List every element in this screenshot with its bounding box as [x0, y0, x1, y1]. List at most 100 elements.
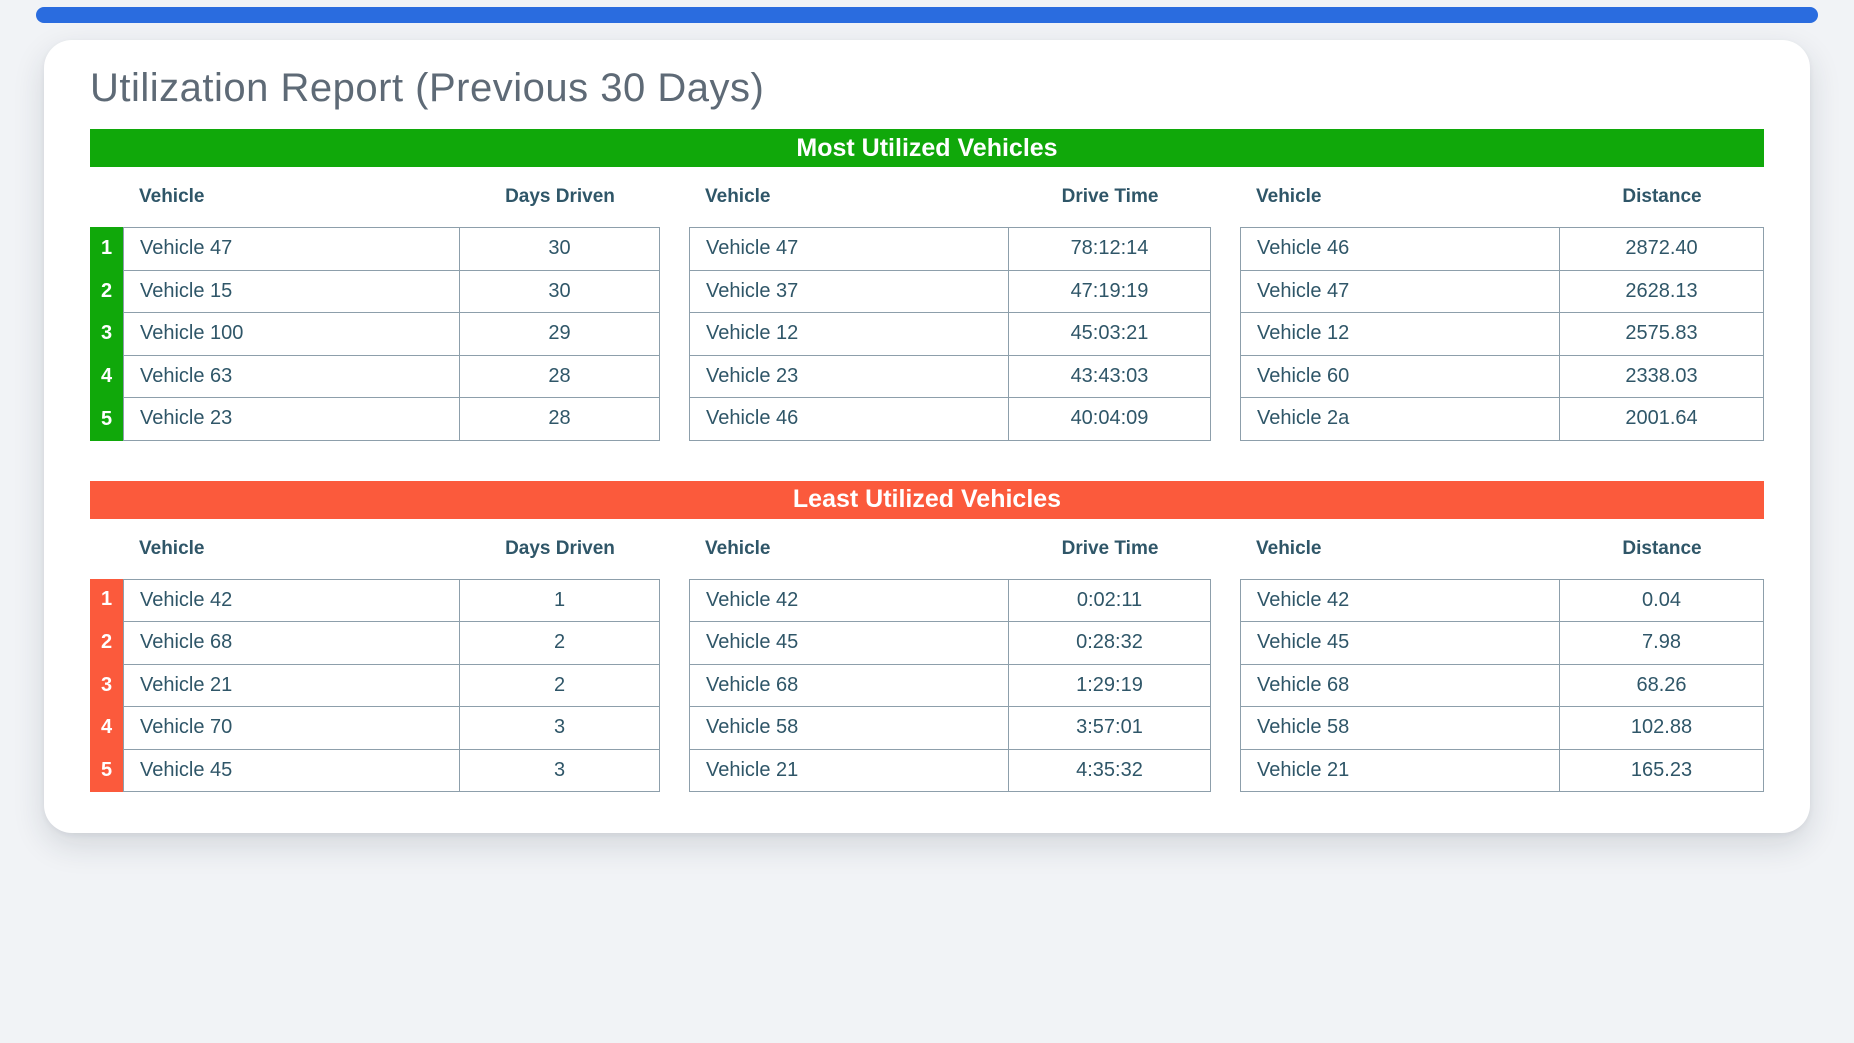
- distance-cell: 165.23: [1559, 748, 1764, 792]
- table-row: Vehicle 45 7.98: [1240, 621, 1764, 665]
- column-headers: Vehicle Drive Time: [689, 519, 1211, 579]
- column-header-drive-time: Drive Time: [1061, 537, 1159, 559]
- table-row: Vehicle 70 3: [123, 706, 660, 750]
- column-header-vehicle: Vehicle: [139, 537, 205, 559]
- table-row: Vehicle 47 78:12:14: [689, 227, 1211, 271]
- drive-time-cell: 40:04:09: [1008, 397, 1211, 441]
- rank-number: 5: [100, 759, 113, 782]
- vehicle-cell: Vehicle 68: [689, 663, 1009, 707]
- most-utilized-tables: Vehicle Days Driven 1 2 3 4 5 Vehicle 47 30 Vehic…: [90, 167, 1764, 441]
- column-header-vehicle: Vehicle: [705, 537, 771, 559]
- section-most-utilized: Most Utilized Vehicles Vehicle Days Drive…: [90, 129, 1764, 441]
- drive-time-cell: 1:29:19: [1008, 663, 1211, 707]
- table-row: Vehicle 47 30: [123, 227, 660, 271]
- drive-time-cell: 3:57:01: [1008, 706, 1211, 750]
- rank-number: 2: [100, 279, 113, 302]
- column-header-drive-time: Drive Time: [1061, 186, 1159, 207]
- least-utilized-drive-time-data: Vehicle 42 0:02:11 Vehicle 45 0:28:32 Vehicl…: [689, 578, 1211, 793]
- days-driven-cell: 28: [459, 397, 660, 441]
- days-driven-cell: 3: [459, 706, 660, 750]
- table-row: Vehicle 68 1:29:19: [689, 663, 1211, 707]
- least-utilized-drive-time-table: Vehicle Drive Time Vehicle 42 0:02:11 Vehicl…: [689, 519, 1211, 793]
- column-header-vehicle: Vehicle: [705, 186, 771, 207]
- days-driven-cell: 29: [459, 312, 660, 356]
- table-row: Vehicle 42 1: [123, 578, 660, 622]
- column-headers: Vehicle Distance: [1240, 167, 1764, 227]
- table-row: Vehicle 37 47:19:19: [689, 269, 1211, 313]
- table-row: Vehicle 45 0:28:32: [689, 621, 1211, 665]
- vehicle-cell: Vehicle 42: [1240, 578, 1560, 622]
- table-row: Vehicle 58 102.88: [1240, 706, 1764, 750]
- vehicle-cell: Vehicle 45: [1240, 621, 1560, 665]
- most-utilized-days-driven-table: Vehicle Days Driven 1 2 3 4 5 Vehicle 47 30 Vehic…: [90, 167, 660, 441]
- drive-time-cell: 0:28:32: [1008, 621, 1211, 665]
- top-accent-bar: [36, 7, 1818, 23]
- vehicle-cell: Vehicle 15: [123, 269, 460, 313]
- table-row: Vehicle 68 68.26: [1240, 663, 1764, 707]
- least-utilized-distance-data: Vehicle 42 0.04 Vehicle 45 7.98 Vehicle 68 68…: [1240, 578, 1764, 793]
- drive-time-cell: 43:43:03: [1008, 354, 1211, 398]
- drive-time-cell: 47:19:19: [1008, 269, 1211, 313]
- table-row: Vehicle 23 28: [123, 397, 660, 441]
- column-headers: Vehicle Distance: [1240, 519, 1764, 579]
- days-driven-cell: 30: [459, 227, 660, 271]
- least-utilized-days-driven-table: Vehicle Days Driven 1 2 3 4 5 Vehicle 42 1 Vehicl…: [90, 519, 660, 793]
- rank-strip: 1 2 3 4 5: [90, 227, 123, 441]
- table-row: Vehicle 12 45:03:21: [689, 312, 1211, 356]
- table-row: Vehicle 46 2872.40: [1240, 227, 1764, 271]
- distance-cell: 7.98: [1559, 621, 1764, 665]
- rank-number: 4: [100, 364, 113, 387]
- vehicle-cell: Vehicle 23: [689, 354, 1009, 398]
- vehicle-cell: Vehicle 47: [1240, 269, 1560, 313]
- vehicle-cell: Vehicle 46: [1240, 227, 1560, 271]
- column-headers: Vehicle Drive Time: [689, 167, 1211, 227]
- table-row: Vehicle 2a 2001.64: [1240, 397, 1764, 441]
- vehicle-cell: Vehicle 23: [123, 397, 460, 441]
- distance-cell: 68.26: [1559, 663, 1764, 707]
- column-header-days-driven: Days Driven: [505, 537, 615, 559]
- table-row: Vehicle 100 29: [123, 312, 660, 356]
- vehicle-cell: Vehicle 46: [689, 397, 1009, 441]
- vehicle-cell: Vehicle 68: [123, 621, 460, 665]
- table-row: Vehicle 42 0.04: [1240, 578, 1764, 622]
- column-header-vehicle: Vehicle: [1256, 186, 1322, 207]
- days-driven-cell: 30: [459, 269, 660, 313]
- table-row: Vehicle 63 28: [123, 354, 660, 398]
- drive-time-cell: 78:12:14: [1008, 227, 1211, 271]
- column-headers: Vehicle Days Driven: [90, 519, 660, 579]
- vehicle-cell: Vehicle 12: [689, 312, 1009, 356]
- table-row: Vehicle 58 3:57:01: [689, 706, 1211, 750]
- table-row: Vehicle 45 3: [123, 748, 660, 792]
- column-header-vehicle: Vehicle: [139, 186, 205, 207]
- column-header-days-driven: Days Driven: [505, 186, 615, 207]
- least-utilized-days-driven-data: Vehicle 42 1 Vehicle 68 2 Vehicle 21 2 Vehicle…: [123, 578, 660, 793]
- most-utilized-drive-time-data: Vehicle 47 78:12:14 Vehicle 37 47:19:19 Vehi…: [689, 227, 1211, 441]
- most-utilized-distance-data: Vehicle 46 2872.40 Vehicle 47 2628.13 Vehicl…: [1240, 227, 1764, 441]
- drive-time-cell: 45:03:21: [1008, 312, 1211, 356]
- column-header-distance: Distance: [1622, 537, 1702, 559]
- table-row: Vehicle 12 2575.83: [1240, 312, 1764, 356]
- most-utilized-drive-time-table: Vehicle Drive Time Vehicle 47 78:12:14 Vehic…: [689, 167, 1211, 441]
- column-header-distance: Distance: [1622, 186, 1702, 207]
- table-row: Vehicle 68 2: [123, 621, 660, 665]
- vehicle-cell: Vehicle 70: [123, 706, 460, 750]
- days-driven-cell: 28: [459, 354, 660, 398]
- least-utilized-banner: Least Utilized Vehicles: [90, 480, 1764, 519]
- table-row: Vehicle 46 40:04:09: [689, 397, 1211, 441]
- most-utilized-distance-table: Vehicle Distance Vehicle 46 2872.40 Vehicle …: [1240, 167, 1764, 441]
- rank-number: 1: [100, 236, 113, 259]
- vehicle-cell: Vehicle 12: [1240, 312, 1560, 356]
- table-row: Vehicle 21 4:35:32: [689, 748, 1211, 792]
- rank-number: 5: [100, 407, 113, 430]
- column-headers: Vehicle Days Driven: [90, 167, 660, 227]
- rank-number: 1: [100, 588, 113, 611]
- vehicle-cell: Vehicle 21: [123, 663, 460, 707]
- days-driven-cell: 2: [459, 663, 660, 707]
- most-utilized-days-driven-data: Vehicle 47 30 Vehicle 15 30 Vehicle 100 29 Veh…: [123, 227, 660, 441]
- distance-cell: 2338.03: [1559, 354, 1764, 398]
- distance-cell: 0.04: [1559, 578, 1764, 622]
- distance-cell: 102.88: [1559, 706, 1764, 750]
- vehicle-cell: Vehicle 2a: [1240, 397, 1560, 441]
- drive-time-cell: 0:02:11: [1008, 578, 1211, 622]
- least-utilized-distance-table: Vehicle Distance Vehicle 42 0.04 Vehicle 45 7…: [1240, 519, 1764, 793]
